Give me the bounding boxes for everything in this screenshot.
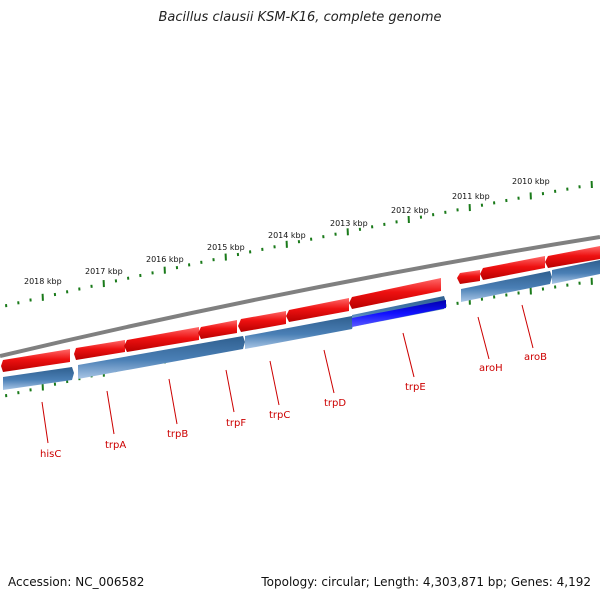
- gene-reverse-highlight: [352, 300, 446, 327]
- gene-label-arob: aroB: [524, 352, 547, 363]
- reverse-genes: [3, 260, 600, 390]
- gene-label-trpa: trpA: [105, 440, 126, 451]
- gene-forward: [457, 270, 480, 284]
- gene-forward: [1, 349, 70, 372]
- gene-label-trpd: trpD: [324, 398, 346, 409]
- gene-reverse: [461, 271, 552, 302]
- scale-label: 2014 kbp: [268, 231, 306, 240]
- leader-line: [477, 316, 490, 360]
- gene-label-trpf: trpF: [226, 418, 246, 429]
- genome-backbone: [0, 235, 600, 358]
- leader-line: [106, 390, 115, 435]
- gene-label-trpb: trpB: [167, 429, 188, 440]
- gene-forward: [349, 278, 441, 309]
- gene-forward: [238, 311, 286, 332]
- gene-label-trpe: trpE: [405, 382, 426, 393]
- scale-label: 2013 kbp: [330, 219, 368, 228]
- gene-labels: hisC trpA trpB trpF trpC trpD trpE aroH …: [40, 352, 547, 460]
- leader-line: [521, 304, 534, 349]
- gene-forward: [124, 327, 199, 352]
- accession-text: Accession: NC_006582: [8, 575, 145, 589]
- gene-label-trpc: trpC: [269, 410, 290, 421]
- gene-forward: [480, 256, 545, 280]
- scale-label: 2012 kbp: [391, 206, 429, 215]
- genome-summary-text: Topology: circular; Length: 4,303,871 bp…: [261, 575, 591, 589]
- gene-reverse: [3, 367, 74, 390]
- gene-label-leaders: [41, 304, 534, 444]
- scale-label: 2010 kbp: [512, 177, 550, 186]
- gene-reverse: [78, 336, 245, 379]
- leader-line: [323, 349, 335, 394]
- gene-label-aroh: aroH: [479, 363, 503, 374]
- outer-scale-ticks: [5, 180, 593, 308]
- gene-forward: [198, 320, 237, 339]
- leader-line: [269, 360, 280, 406]
- leader-line: [402, 332, 415, 378]
- gene-forward: [74, 340, 125, 360]
- forward-genes: [1, 246, 600, 372]
- gene-reverse: [552, 260, 600, 284]
- scale-label: 2011 kbp: [452, 192, 490, 201]
- leader-line: [41, 401, 49, 444]
- scale-label: 2018 kbp: [24, 277, 62, 286]
- leader-line: [225, 369, 235, 413]
- scale-labels: 2018 kbp 2017 kbp 2016 kbp 2015 kbp 2014…: [24, 177, 550, 286]
- scale-label: 2015 kbp: [207, 243, 245, 252]
- gene-label-hisc: hisC: [40, 449, 61, 460]
- scale-label: 2017 kbp: [85, 267, 123, 276]
- leader-line: [168, 378, 178, 425]
- gene-forward: [545, 246, 600, 268]
- gene-forward: [286, 298, 349, 322]
- gene-reverse: [245, 316, 354, 349]
- scale-label: 2016 kbp: [146, 255, 184, 264]
- map-title: Bacillus clausii KSM-K16, complete genom…: [158, 10, 442, 25]
